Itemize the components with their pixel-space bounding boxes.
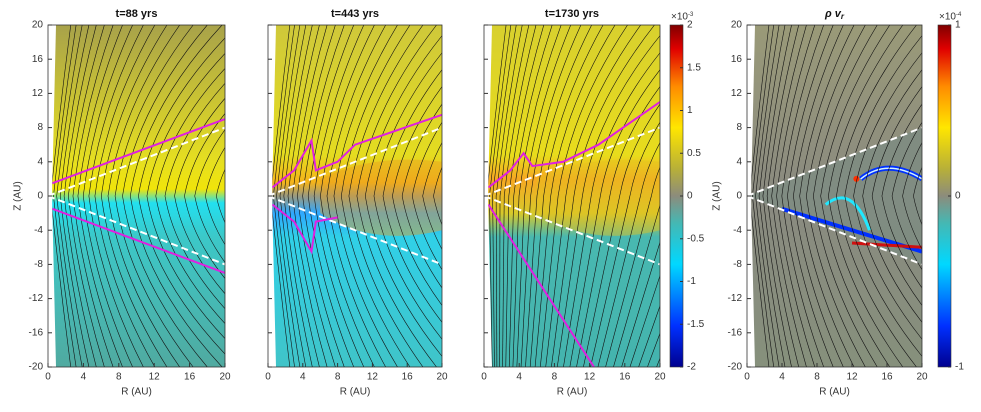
y-tick-label: 4 (736, 156, 742, 167)
x-tick-label: 20 (654, 372, 666, 383)
x-tick-label: 4 (516, 372, 522, 383)
colorbar-tick-label: 0 (955, 191, 961, 202)
x-tick-label: 16 (619, 372, 631, 383)
x-tick-label: 0 (45, 372, 51, 383)
x-tick-label: 8 (814, 372, 820, 383)
x-tick-label: 16 (184, 372, 196, 383)
colorbar-tick-label: 1 (687, 105, 693, 116)
y-tick-label: 12 (32, 88, 44, 99)
y-tick-label: 16 (32, 54, 44, 65)
y-tick-label: 4 (37, 156, 43, 167)
y-tick-label: 8 (37, 122, 43, 133)
x-tick-label: 8 (335, 372, 341, 383)
x-axis-label: R (AU) (557, 387, 588, 398)
y-tick-label: 0 (736, 191, 742, 202)
y-tick-label: -8 (733, 259, 742, 270)
x-tick-label: 4 (300, 372, 306, 383)
y-tick-label: -12 (29, 293, 44, 304)
colorbar-tick-label: -1.5 (687, 319, 705, 330)
colorbar-tick-label: 0.5 (687, 148, 701, 159)
colorbar-tick-label: 1.5 (687, 62, 701, 73)
colorbar-tick-label: -2 (687, 362, 696, 373)
y-tick-label: 0 (37, 191, 43, 202)
x-tick-label: 12 (367, 372, 379, 383)
x-tick-label: 8 (116, 372, 122, 383)
y-tick-label: -20 (728, 362, 743, 373)
panel-title: ρ vr (824, 8, 845, 21)
panel-title: t=88 yrs (116, 8, 158, 20)
y-tick-label: -16 (728, 327, 743, 338)
x-tick-label: 20 (219, 372, 231, 383)
field-line (925, 196, 981, 367)
x-tick-label: 16 (881, 372, 893, 383)
x-tick-label: 8 (552, 372, 558, 383)
field-line (960, 25, 981, 196)
y-tick-label: 8 (736, 122, 742, 133)
y-axis-label: Z (AU) (13, 181, 24, 210)
field-line (925, 25, 981, 196)
x-tick-label: 0 (481, 372, 487, 383)
field-line (973, 196, 981, 367)
x-tick-label: 16 (402, 372, 414, 383)
x-tick-label: 12 (149, 372, 161, 383)
colorbar-tick-label: -1 (955, 362, 964, 373)
y-tick-label: -4 (733, 225, 742, 236)
x-tick-label: 12 (846, 372, 858, 383)
title-subscript: r (841, 12, 845, 21)
x-axis-label: R (AU) (121, 387, 152, 398)
x-tick-label: 20 (436, 372, 448, 383)
panel-title: t=443 yrs (331, 8, 379, 20)
x-tick-label: 0 (744, 372, 750, 383)
y-tick-label: -16 (29, 327, 44, 338)
colorbar-tick-label: 0 (687, 191, 693, 202)
y-tick-label: 12 (731, 88, 743, 99)
field-line (960, 196, 981, 367)
y-tick-label: -20 (29, 362, 44, 373)
y-tick-label: 16 (731, 54, 743, 65)
y-tick-label: -4 (34, 225, 43, 236)
colorbar-tick-label: -1 (687, 276, 696, 287)
x-tick-label: 20 (916, 372, 928, 383)
x-tick-label: 0 (265, 372, 271, 383)
x-tick-label: 12 (584, 372, 596, 383)
field-line (948, 196, 981, 367)
x-axis-label: R (AU) (819, 387, 850, 398)
colorbar-tick-label: -0.5 (687, 233, 705, 244)
x-axis-label: R (AU) (340, 387, 371, 398)
colorbar-scale-exponent: -4 (956, 12, 962, 18)
field-line (973, 25, 981, 196)
x-tick-label: 4 (81, 372, 87, 383)
x-tick-label: 4 (779, 372, 785, 383)
y-tick-label: -8 (34, 259, 43, 270)
colorbar-scale-exponent: -3 (688, 12, 694, 18)
field-line (948, 25, 981, 196)
y-axis-label: Z (AU) (712, 181, 723, 210)
y-tick-label: 20 (731, 20, 743, 31)
y-tick-label: -12 (728, 293, 743, 304)
panel-title: t=1730 yrs (545, 8, 599, 20)
field-background (48, 25, 225, 367)
y-tick-label: 20 (32, 20, 44, 31)
